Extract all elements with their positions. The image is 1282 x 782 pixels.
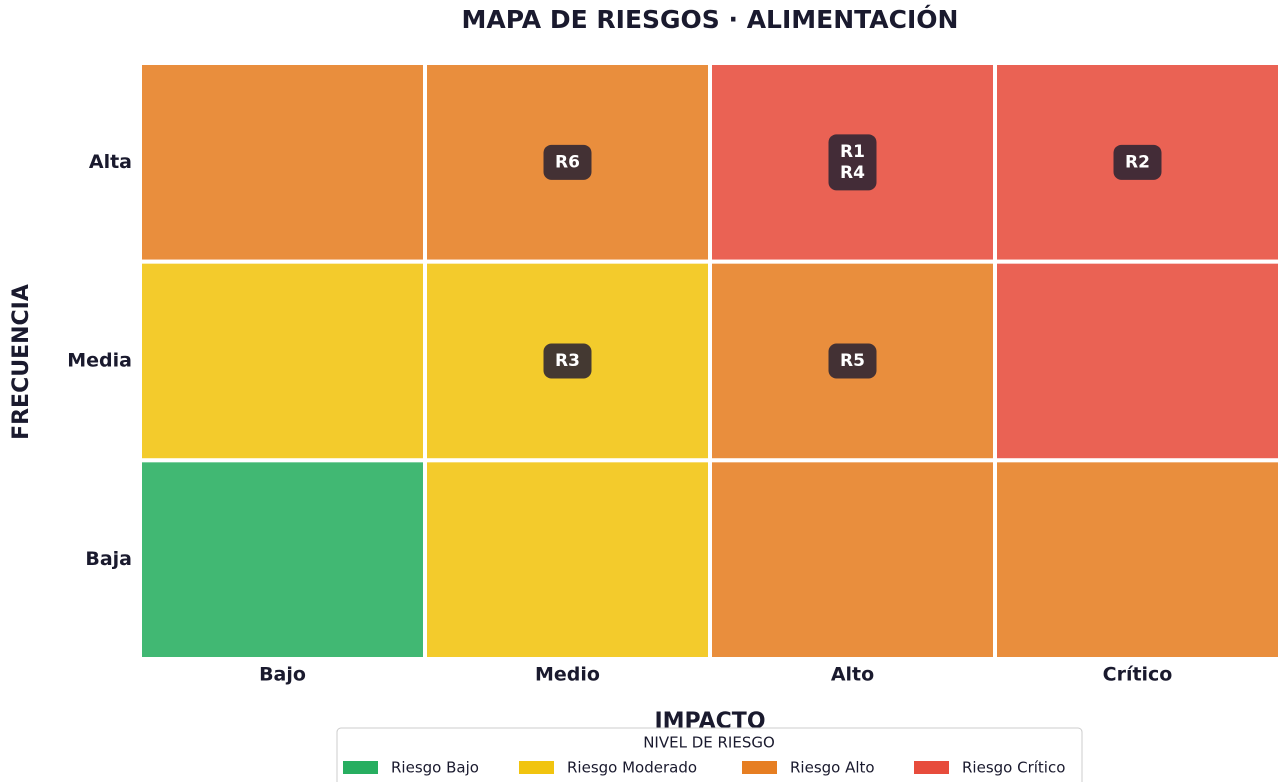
x-tick-label: Bajo	[259, 664, 306, 686]
legend-swatch	[343, 761, 378, 774]
risk-badge	[1113, 144, 1162, 180]
y-tick-label: Media	[67, 350, 132, 372]
legend-label: Riesgo Crítico	[962, 759, 1065, 777]
cell	[993, 458, 1282, 662]
legend-swatch	[519, 761, 554, 774]
legend-label: Riesgo Bajo	[391, 759, 479, 777]
cell	[708, 458, 997, 662]
legend-swatch	[914, 761, 949, 774]
risk-label: R1	[840, 142, 865, 162]
risk-label: R2	[1125, 152, 1150, 172]
cell	[138, 458, 427, 662]
legend-title: NIVEL DE RIESGO	[643, 734, 775, 752]
y-tick-label: Alta	[89, 151, 132, 173]
risk-label: R6	[555, 152, 580, 172]
cell	[138, 259, 427, 463]
y-tick-label: Baja	[85, 548, 132, 570]
chart-title: MAPA DE RIESGOS · ALIMENTACIÓN	[462, 4, 959, 34]
risk-label: R4	[840, 163, 865, 183]
x-tick-label: Crítico	[1103, 664, 1173, 686]
risk-badge	[828, 134, 877, 191]
cell	[138, 61, 427, 264]
legend-label: Riesgo Moderado	[567, 759, 697, 777]
risk-label: R3	[555, 351, 580, 371]
x-tick-label: Medio	[535, 664, 600, 686]
x-tick-label: Alto	[831, 664, 874, 686]
risk-label: R5	[840, 351, 865, 371]
cell	[993, 259, 1282, 463]
risk-badge	[828, 343, 877, 379]
y-axis-label: FRECUENCIA	[9, 284, 34, 440]
legend-label: Riesgo Alto	[790, 759, 875, 777]
risk-badge	[543, 144, 592, 180]
legend-swatch	[742, 761, 777, 774]
risk-badge	[543, 343, 592, 379]
cell	[423, 458, 712, 662]
